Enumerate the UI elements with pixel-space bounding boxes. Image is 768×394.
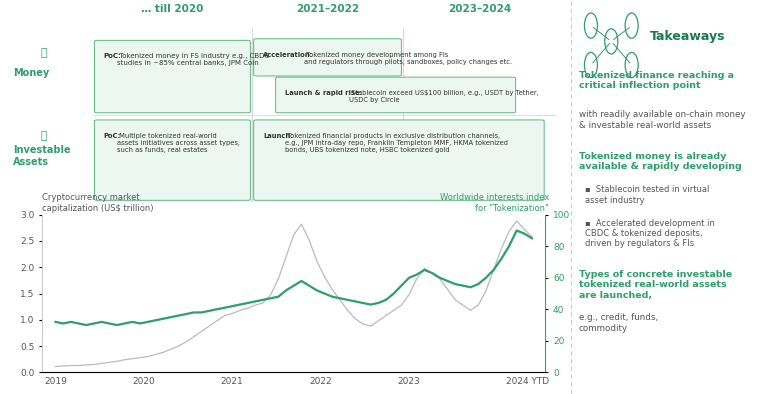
Text: Investable
Assets: Investable Assets: [13, 145, 71, 167]
Text: ▪  Accelerated development in
CBDC & tokenized deposits,
driven by regulators & : ▪ Accelerated development in CBDC & toke…: [585, 219, 715, 249]
Text: Tokenized money development among FIs
and regulators through pilots, sandboxes, : Tokenized money development among FIs an…: [304, 52, 512, 65]
FancyBboxPatch shape: [94, 120, 250, 200]
FancyBboxPatch shape: [253, 39, 402, 76]
Text: Tokenized money is already
available & rapidly developing: Tokenized money is already available & r…: [579, 152, 741, 171]
Text: PoC:: PoC:: [104, 133, 121, 139]
Text: Launch & rapid rise:: Launch & rapid rise:: [285, 90, 362, 96]
Text: Tokenized money in FS industry e.g., CBDC
studies in ~85% central banks, JPM Coi: Tokenized money in FS industry e.g., CBD…: [117, 53, 269, 66]
Text: Money: Money: [13, 68, 49, 78]
Text: 2023–2024: 2023–2024: [449, 4, 511, 14]
Text: e.g., credit, funds,
commodity: e.g., credit, funds, commodity: [579, 313, 658, 333]
Text: Tokenized finance reaching a
critical inflection point: Tokenized finance reaching a critical in…: [579, 71, 733, 90]
FancyBboxPatch shape: [94, 40, 250, 113]
Text: 📄: 📄: [40, 131, 47, 141]
Text: … till 2020: … till 2020: [141, 4, 204, 14]
Text: Takeaways: Takeaways: [650, 30, 726, 43]
FancyBboxPatch shape: [276, 77, 515, 113]
Text: Launch:: Launch:: [263, 133, 293, 139]
FancyBboxPatch shape: [253, 120, 545, 200]
Text: ▪  Stablecoin tested in virtual
asset industry: ▪ Stablecoin tested in virtual asset ind…: [585, 185, 709, 204]
Text: PoC:: PoC:: [104, 53, 121, 59]
Text: Worldwide interests index
for "Tokenization": Worldwide interests index for "Tokenizat…: [440, 193, 549, 213]
Text: Cryptocurrency market
capitalization (US$ trillion): Cryptocurrency market capitalization (US…: [42, 193, 154, 213]
Text: Types of concrete investable
tokenized real-world assets
are launched,: Types of concrete investable tokenized r…: [579, 270, 732, 300]
Text: with readily available on-chain money
& investable real-world assets: with readily available on-chain money & …: [579, 110, 745, 130]
Text: Stablecoin exceed US$100 billion, e.g., USDT by Tether,
USDC by Circle: Stablecoin exceed US$100 billion, e.g., …: [349, 90, 538, 103]
Text: 💰: 💰: [40, 48, 47, 58]
Text: Acceleration:: Acceleration:: [263, 52, 313, 58]
Text: Multiple tokenized real-world
assets initiatives across asset types,
such as fun: Multiple tokenized real-world assets ini…: [117, 133, 240, 153]
Text: Tokenized financial products in exclusive distribution channels,
e.g., JPM intra: Tokenized financial products in exclusiv…: [286, 133, 508, 153]
Text: 2021–2022: 2021–2022: [296, 4, 359, 14]
